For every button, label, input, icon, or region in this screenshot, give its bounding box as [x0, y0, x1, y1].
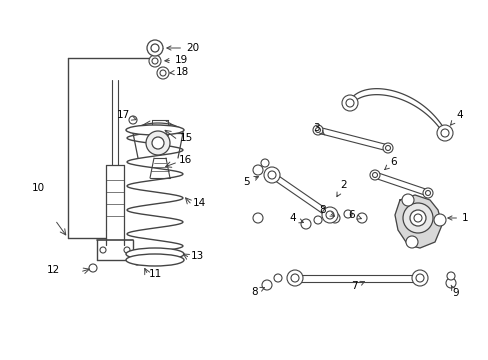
- Circle shape: [267, 171, 275, 179]
- Circle shape: [264, 167, 280, 183]
- Circle shape: [266, 170, 276, 180]
- Circle shape: [433, 214, 445, 226]
- Text: 4: 4: [449, 110, 462, 125]
- Circle shape: [416, 275, 422, 281]
- Text: 12: 12: [47, 265, 60, 275]
- Circle shape: [446, 272, 454, 280]
- Circle shape: [356, 213, 366, 223]
- Circle shape: [382, 143, 392, 153]
- Text: 20: 20: [166, 43, 199, 53]
- Circle shape: [343, 210, 351, 218]
- Circle shape: [129, 116, 137, 124]
- Circle shape: [134, 259, 140, 265]
- Text: 10: 10: [32, 183, 45, 193]
- Circle shape: [146, 131, 170, 155]
- Circle shape: [261, 159, 268, 167]
- Text: 7: 7: [351, 281, 364, 291]
- Polygon shape: [394, 195, 441, 248]
- Circle shape: [149, 55, 161, 67]
- Circle shape: [313, 216, 321, 224]
- Text: 13: 13: [191, 251, 204, 261]
- Circle shape: [160, 70, 165, 76]
- Circle shape: [415, 274, 423, 282]
- Circle shape: [401, 194, 413, 206]
- Circle shape: [440, 129, 448, 137]
- Text: 16: 16: [179, 155, 192, 165]
- Circle shape: [124, 247, 130, 253]
- Circle shape: [301, 219, 310, 229]
- Text: 4: 4: [289, 213, 303, 223]
- Circle shape: [312, 125, 323, 135]
- Ellipse shape: [126, 248, 183, 260]
- Circle shape: [385, 145, 390, 150]
- Circle shape: [341, 95, 357, 111]
- Circle shape: [289, 273, 300, 284]
- Circle shape: [292, 275, 297, 281]
- Circle shape: [329, 213, 339, 223]
- Circle shape: [325, 211, 333, 219]
- Circle shape: [325, 210, 334, 220]
- Circle shape: [409, 210, 425, 226]
- Text: 11: 11: [149, 269, 162, 279]
- Circle shape: [413, 214, 421, 222]
- Text: 3: 3: [313, 123, 324, 135]
- Circle shape: [321, 207, 337, 223]
- Circle shape: [147, 40, 163, 56]
- Ellipse shape: [126, 125, 183, 135]
- Circle shape: [411, 270, 427, 286]
- Circle shape: [327, 212, 332, 217]
- Circle shape: [436, 125, 452, 141]
- Text: 18: 18: [170, 67, 189, 77]
- Circle shape: [402, 203, 432, 233]
- Circle shape: [252, 165, 263, 175]
- Text: 1: 1: [447, 213, 468, 223]
- Circle shape: [252, 213, 263, 223]
- Text: 19: 19: [164, 55, 188, 65]
- Circle shape: [425, 190, 429, 195]
- Text: 6: 6: [347, 210, 361, 220]
- Ellipse shape: [126, 254, 183, 266]
- Circle shape: [445, 278, 455, 288]
- Circle shape: [273, 274, 282, 282]
- Text: 15: 15: [180, 133, 193, 143]
- Circle shape: [143, 259, 150, 265]
- Text: 2: 2: [336, 180, 346, 197]
- Text: 9: 9: [450, 285, 458, 298]
- Text: 8: 8: [319, 205, 334, 216]
- Circle shape: [346, 99, 353, 107]
- Text: 17: 17: [117, 110, 136, 120]
- Circle shape: [315, 127, 320, 132]
- Circle shape: [152, 137, 163, 149]
- Circle shape: [405, 236, 417, 248]
- Circle shape: [369, 170, 379, 180]
- Circle shape: [372, 172, 377, 177]
- Circle shape: [269, 172, 274, 177]
- Text: 6: 6: [384, 157, 396, 170]
- Circle shape: [152, 58, 158, 64]
- Circle shape: [151, 44, 159, 52]
- Text: 5: 5: [243, 176, 258, 187]
- Circle shape: [89, 264, 97, 272]
- Text: 8: 8: [251, 287, 264, 297]
- Circle shape: [290, 274, 298, 282]
- Circle shape: [286, 270, 303, 286]
- Circle shape: [100, 247, 106, 253]
- Circle shape: [157, 67, 169, 79]
- Circle shape: [414, 273, 425, 284]
- Circle shape: [262, 280, 271, 290]
- Circle shape: [422, 188, 432, 198]
- Text: 14: 14: [193, 198, 206, 208]
